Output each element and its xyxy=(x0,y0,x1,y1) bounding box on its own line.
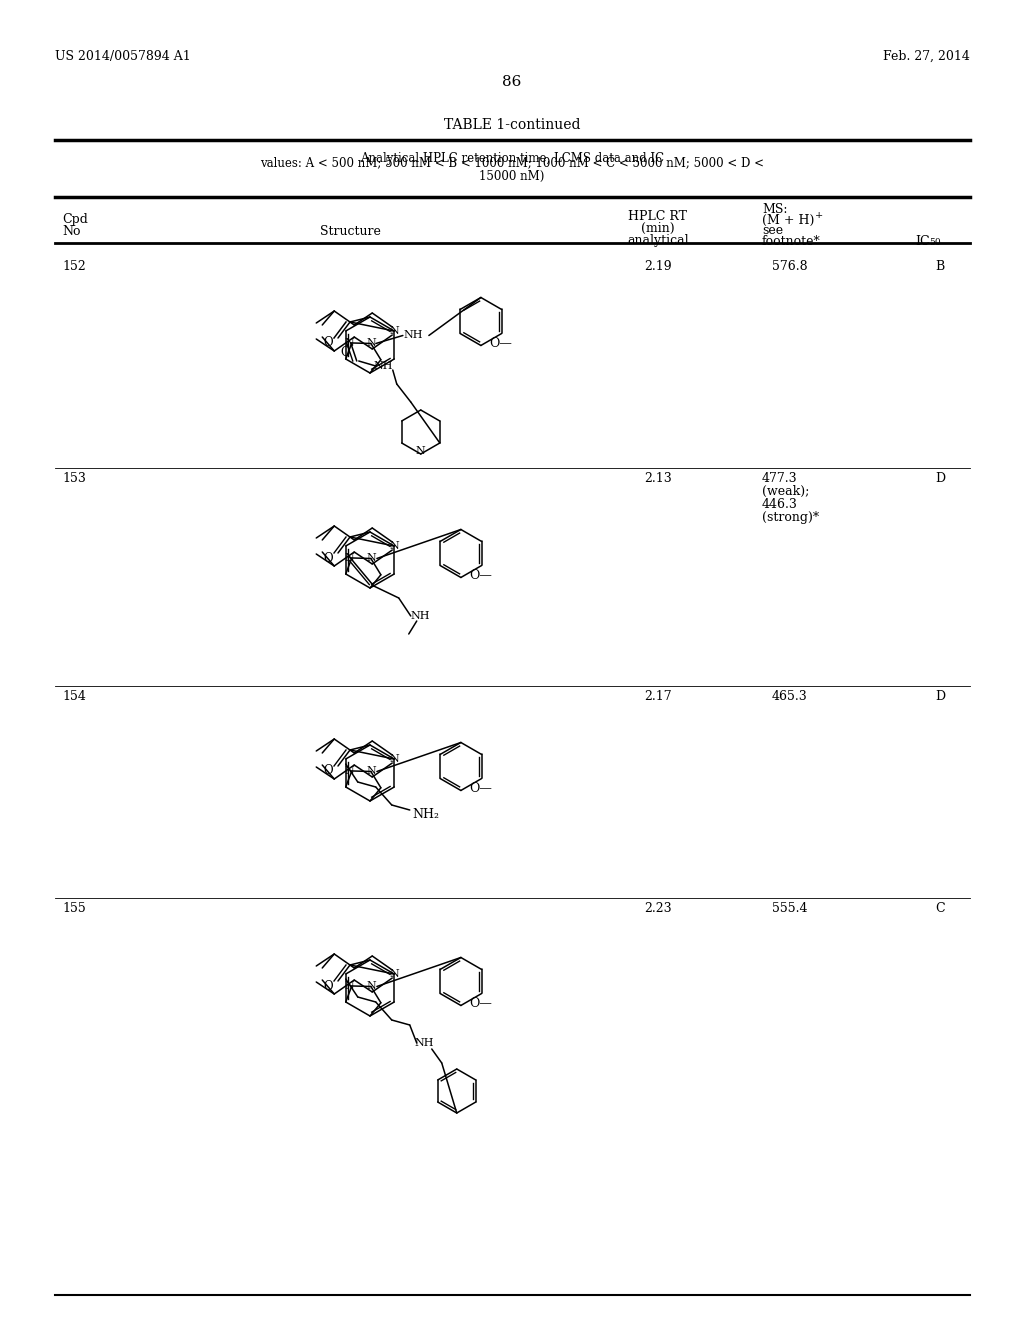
Text: N: N xyxy=(345,553,354,562)
Text: 155: 155 xyxy=(62,902,86,915)
Text: 154: 154 xyxy=(62,690,86,704)
Text: 2.19: 2.19 xyxy=(644,260,672,273)
Text: Cpd: Cpd xyxy=(62,213,88,226)
Text: No: No xyxy=(62,224,81,238)
Text: Analytical HPLC retention time, LCMS data and IC: Analytical HPLC retention time, LCMS dat… xyxy=(360,152,664,165)
Text: IC: IC xyxy=(915,235,930,248)
Text: NH: NH xyxy=(403,330,423,341)
Text: O—: O— xyxy=(469,997,492,1010)
Text: O: O xyxy=(340,346,349,359)
Text: 446.3: 446.3 xyxy=(762,498,798,511)
Text: N: N xyxy=(366,982,376,991)
Text: (min): (min) xyxy=(641,222,675,235)
Text: analytical: analytical xyxy=(627,234,689,247)
Text: 576.8: 576.8 xyxy=(772,260,808,273)
Text: TABLE 1-continued: TABLE 1-continued xyxy=(443,117,581,132)
Text: O—: O— xyxy=(469,569,492,582)
Text: (M + H): (M + H) xyxy=(762,214,814,227)
Text: values: A < 500 nM; 500 nM < B < 1000 nM; 1000 nM < C < 5000 nM; 5000 < D <: values: A < 500 nM; 500 nM < B < 1000 nM… xyxy=(260,156,764,169)
Text: O—: O— xyxy=(469,781,492,795)
Text: 465.3: 465.3 xyxy=(772,690,808,704)
Text: O: O xyxy=(324,552,333,565)
Text: 555.4: 555.4 xyxy=(772,902,808,915)
Text: D: D xyxy=(935,690,945,704)
Text: N: N xyxy=(345,766,354,776)
Text: NH: NH xyxy=(373,360,392,371)
Text: see: see xyxy=(762,224,783,238)
Text: 86: 86 xyxy=(503,75,521,88)
Text: O—: O— xyxy=(488,337,512,350)
Text: O: O xyxy=(324,979,333,993)
Text: (strong)*: (strong)* xyxy=(762,511,819,524)
Text: 2.23: 2.23 xyxy=(644,902,672,915)
Text: N: N xyxy=(345,338,354,348)
Text: HPLC RT: HPLC RT xyxy=(629,210,687,223)
Text: N: N xyxy=(389,754,399,764)
Text: 152: 152 xyxy=(62,260,86,273)
Text: 2.13: 2.13 xyxy=(644,473,672,484)
Text: US 2014/0057894 A1: US 2014/0057894 A1 xyxy=(55,50,190,63)
Text: N: N xyxy=(389,326,399,337)
Text: Feb. 27, 2014: Feb. 27, 2014 xyxy=(883,50,970,63)
Text: B: B xyxy=(935,260,944,273)
Text: D: D xyxy=(935,473,945,484)
Text: N: N xyxy=(389,541,399,550)
Text: Structure: Structure xyxy=(319,224,381,238)
Text: NH: NH xyxy=(414,1038,433,1048)
Text: N: N xyxy=(366,338,376,348)
Text: O: O xyxy=(324,337,333,350)
Text: NH: NH xyxy=(410,611,429,620)
Text: C: C xyxy=(935,902,945,915)
Text: NH₂: NH₂ xyxy=(413,808,439,821)
Text: +: + xyxy=(815,211,823,220)
Text: 50: 50 xyxy=(929,238,941,247)
Text: 15000 nM): 15000 nM) xyxy=(479,170,545,183)
Text: N: N xyxy=(345,981,354,991)
Text: (weak);: (weak); xyxy=(762,484,809,498)
Text: N: N xyxy=(389,969,399,979)
Text: 2.17: 2.17 xyxy=(644,690,672,704)
Text: 477.3: 477.3 xyxy=(762,473,798,484)
Text: MS:: MS: xyxy=(762,203,787,216)
Text: N: N xyxy=(366,553,376,564)
Text: O: O xyxy=(324,764,333,777)
Text: N: N xyxy=(416,446,426,455)
Text: footnote*: footnote* xyxy=(762,235,821,248)
Text: N: N xyxy=(366,767,376,776)
Text: 153: 153 xyxy=(62,473,86,484)
